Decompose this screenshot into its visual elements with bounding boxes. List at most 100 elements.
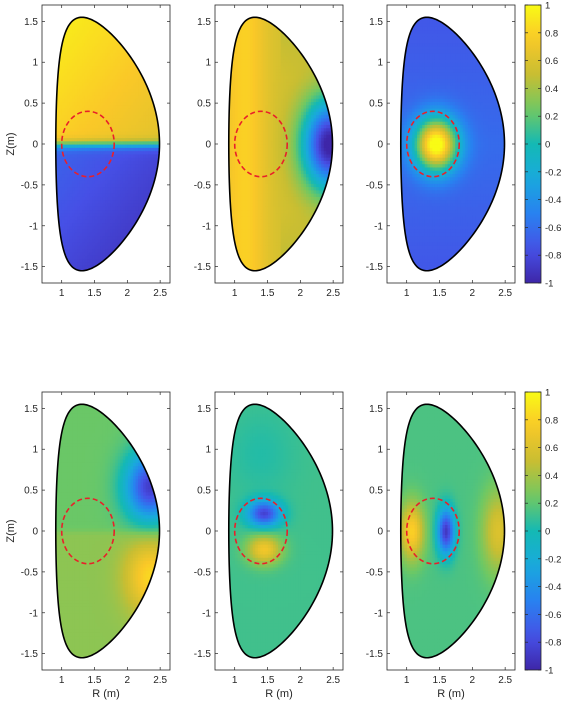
- heatmap-cell: [115, 49, 119, 54]
- heatmap-cell: [94, 88, 99, 93]
- heatmap-cell: [102, 85, 106, 89]
- heatmap-cell: [89, 242, 94, 246]
- heatmap-cell: [242, 157, 246, 161]
- heatmap-cell: [240, 163, 244, 168]
- heatmap-cell: [100, 88, 104, 93]
- heatmap-cell: [72, 147, 76, 152]
- heatmap-cell: [255, 114, 259, 119]
- heatmap-cell: [56, 88, 61, 93]
- heatmap-cell: [267, 215, 272, 220]
- heatmap-cell: [120, 163, 124, 168]
- heatmap-cell: [115, 153, 119, 158]
- heatmap-cell: [72, 186, 76, 191]
- heatmap-cell: [117, 176, 121, 181]
- heatmap-cell: [100, 130, 104, 135]
- heatmap-cell: [247, 251, 251, 256]
- heatmap-cell: [100, 36, 104, 40]
- heatmap-cell: [250, 39, 254, 44]
- heatmap-cell: [133, 153, 137, 158]
- heatmap-cell: [260, 101, 264, 106]
- heatmap-cell: [247, 108, 251, 112]
- heatmap-cell: [79, 261, 83, 266]
- heatmap-cell: [100, 58, 104, 63]
- heatmap-cell: [240, 206, 244, 211]
- heatmap-cell: [87, 58, 91, 63]
- y-tick-label: 1.5: [24, 17, 38, 28]
- heatmap-cell: [138, 163, 142, 168]
- heatmap-cell: [120, 183, 124, 188]
- heatmap-cell: [247, 170, 251, 175]
- heatmap-cell: [82, 81, 86, 86]
- heatmap-cell: [237, 39, 241, 44]
- heatmap-cell: [122, 52, 126, 57]
- heatmap-cell: [87, 52, 91, 57]
- heatmap-cell: [110, 157, 114, 161]
- heatmap-cell: [74, 68, 78, 73]
- heatmap-cell: [77, 94, 81, 99]
- heatmap-cell: [127, 98, 132, 103]
- heatmap-cell: [150, 101, 154, 106]
- heatmap-cell: [242, 163, 246, 168]
- heatmap-cell: [84, 22, 88, 27]
- heatmap-cell: [150, 127, 154, 132]
- heatmap-cell: [74, 193, 78, 197]
- heatmap-cell: [127, 173, 132, 178]
- heatmap-cell: [102, 193, 106, 197]
- heatmap-cell: [250, 78, 254, 83]
- heatmap-cell: [267, 232, 272, 237]
- heatmap-cell: [89, 72, 94, 76]
- heatmap-cell: [145, 137, 149, 142]
- heatmap-cell: [112, 65, 116, 70]
- heatmap-cell: [67, 166, 71, 171]
- heatmap-cell: [133, 170, 137, 175]
- heatmap-cell: [130, 91, 134, 96]
- heatmap-cell: [265, 242, 269, 246]
- heatmap-cell: [257, 189, 261, 194]
- heatmap-cell: [112, 183, 116, 188]
- heatmap-cell: [112, 130, 116, 135]
- heatmap-cell: [265, 134, 269, 139]
- heatmap-cell: [79, 32, 83, 37]
- heatmap-cell: [267, 245, 272, 250]
- heatmap-cell: [77, 134, 81, 139]
- heatmap-cell: [112, 91, 116, 96]
- heatmap-cell: [257, 183, 261, 188]
- heatmap-cell: [82, 157, 86, 161]
- heatmap-cell: [94, 170, 99, 175]
- heatmap-cell: [260, 189, 264, 194]
- heatmap-cell: [117, 202, 121, 207]
- heatmap-cell: [105, 55, 109, 60]
- heatmap-cell: [122, 81, 126, 86]
- heatmap-cell: [79, 202, 83, 207]
- heatmap-cell: [79, 219, 83, 224]
- heatmap-cell: [265, 121, 269, 125]
- heatmap-cell: [77, 183, 81, 188]
- heatmap-cell: [125, 124, 129, 129]
- heatmap-cell: [140, 101, 144, 106]
- heatmap-cell: [130, 196, 134, 201]
- heatmap-cell: [100, 127, 104, 132]
- heatmap-cell: [84, 183, 88, 188]
- heatmap-cell: [234, 72, 239, 76]
- heatmap-cell: [105, 45, 109, 50]
- heatmap-cell: [140, 127, 144, 132]
- heatmap-cell: [100, 147, 104, 152]
- heatmap-cell: [112, 127, 116, 132]
- heatmap-cell: [69, 189, 73, 194]
- heatmap-cell: [267, 225, 272, 230]
- heatmap-cell: [252, 196, 256, 201]
- heatmap-cell: [155, 153, 159, 158]
- heatmap-cell: [245, 251, 249, 256]
- heatmap-cell: [267, 65, 272, 70]
- heatmap-cell: [82, 222, 86, 227]
- heatmap-cell: [262, 137, 267, 142]
- heatmap-cell: [232, 137, 236, 142]
- heatmap-cell: [94, 137, 99, 142]
- heatmap-cell: [125, 75, 129, 80]
- heatmap-cell: [110, 173, 114, 178]
- heatmap-cell: [102, 160, 106, 165]
- heatmap-cell: [94, 26, 99, 31]
- heatmap-cell: [133, 199, 137, 204]
- heatmap-cell: [102, 163, 106, 168]
- heatmap-cell: [252, 36, 256, 40]
